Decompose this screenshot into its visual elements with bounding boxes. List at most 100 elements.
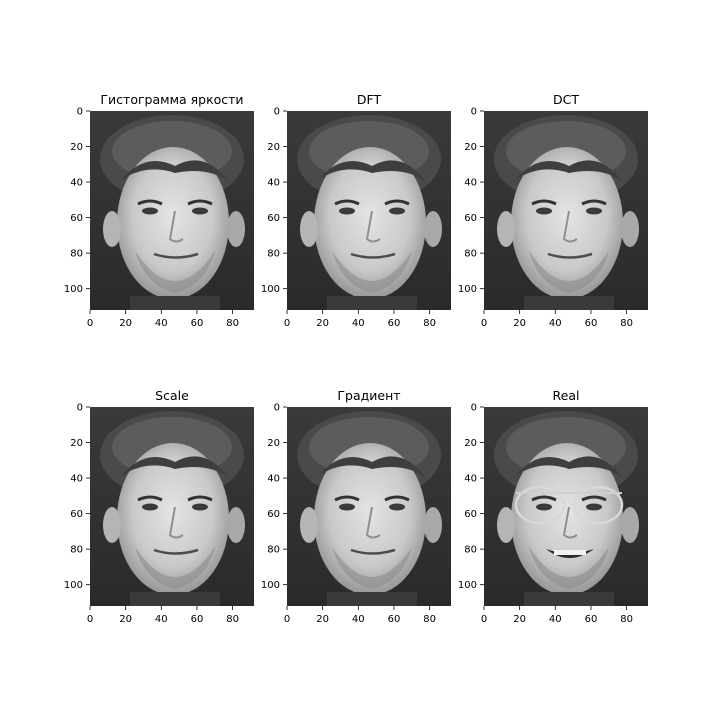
y-tick: 100 — [261, 580, 287, 591]
x-tick-label: 20 — [316, 614, 329, 625]
y-tick: 40 — [70, 474, 90, 485]
x-tick: 80 — [226, 310, 239, 329]
y-tick-label: 100 — [458, 284, 477, 295]
y-tick-label: 0 — [77, 403, 83, 414]
y-tick-label: 40 — [464, 474, 477, 485]
y-tick-label: 40 — [267, 178, 280, 189]
x-tick: 40 — [549, 606, 562, 625]
y-tick: 100 — [261, 284, 287, 295]
y-tick: 40 — [464, 178, 484, 189]
x-tick-label: 40 — [352, 318, 365, 329]
x-tick: 0 — [284, 310, 290, 329]
y-tick: 0 — [274, 107, 287, 118]
x-tick: 0 — [284, 606, 290, 625]
x-tick-label: 20 — [119, 614, 132, 625]
y-tick: 20 — [70, 438, 90, 449]
face-image — [90, 111, 254, 310]
y-tick: 40 — [70, 178, 90, 189]
y-tick-label: 40 — [464, 178, 477, 189]
y-tick-label: 60 — [464, 509, 477, 520]
y-tick: 80 — [464, 249, 484, 260]
y-tick-label: 60 — [70, 213, 83, 224]
panel-dft: DFT 0 20 40 60 80 0 20 40 60 80 100 — [261, 92, 451, 329]
y-tick-label: 20 — [267, 438, 280, 449]
y-tick-label: 20 — [267, 142, 280, 153]
y-tick-label: 100 — [458, 580, 477, 591]
y-tick: 40 — [267, 474, 287, 485]
y-tick-label: 0 — [77, 107, 83, 118]
x-tick-label: 40 — [352, 614, 365, 625]
y-tick-label: 100 — [64, 580, 83, 591]
y-tick: 20 — [267, 142, 287, 153]
x-tick: 20 — [316, 606, 329, 625]
x-tick: 40 — [155, 606, 168, 625]
y-tick: 60 — [70, 509, 90, 520]
y-tick: 60 — [267, 509, 287, 520]
x-tick: 80 — [423, 310, 436, 329]
x-tick-label: 20 — [119, 318, 132, 329]
x-tick: 20 — [513, 310, 526, 329]
y-tick-label: 40 — [70, 178, 83, 189]
x-tick-label: 80 — [423, 318, 436, 329]
y-tick-label: 0 — [471, 107, 477, 118]
x-tick: 60 — [585, 606, 597, 625]
x-tick: 0 — [87, 310, 93, 329]
x-tick: 0 — [481, 310, 487, 329]
x-tick-label: 0 — [284, 614, 290, 625]
y-tick: 20 — [464, 438, 484, 449]
x-tick: 60 — [388, 606, 401, 625]
y-tick-label: 0 — [471, 403, 477, 414]
x-tick: 20 — [119, 310, 132, 329]
x-tick-label: 80 — [226, 318, 239, 329]
y-tick: 40 — [464, 474, 484, 485]
y-tick-label: 40 — [267, 474, 280, 485]
x-tick: 20 — [316, 310, 329, 329]
panel-real: Real 0 20 40 60 80 0 20 40 60 80 100 — [458, 388, 648, 625]
x-tick-label: 20 — [513, 614, 526, 625]
x-tick-label: 60 — [191, 614, 204, 625]
y-tick: 60 — [70, 213, 90, 224]
y-tick-label: 0 — [274, 403, 280, 414]
x-tick-label: 60 — [191, 318, 204, 329]
x-tick: 80 — [423, 606, 436, 625]
panel-title: Градиент — [337, 388, 400, 403]
x-tick: 60 — [191, 606, 204, 625]
x-tick: 40 — [549, 310, 562, 329]
y-tick: 0 — [471, 403, 484, 414]
x-tick-label: 40 — [549, 318, 562, 329]
face-image — [484, 111, 648, 310]
y-tick-label: 100 — [261, 284, 280, 295]
panel-title: Гистограмма яркости — [100, 92, 243, 107]
x-tick-label: 80 — [423, 614, 436, 625]
panel-title: DCT — [553, 92, 579, 107]
x-tick: 80 — [226, 606, 239, 625]
face-image — [287, 407, 451, 606]
y-tick: 0 — [471, 107, 484, 118]
y-tick: 100 — [64, 580, 90, 591]
y-tick-label: 80 — [267, 249, 280, 260]
y-tick: 100 — [458, 284, 484, 295]
y-tick-label: 60 — [267, 213, 280, 224]
y-tick-label: 60 — [464, 213, 477, 224]
y-tick: 20 — [70, 142, 90, 153]
x-tick-label: 20 — [513, 318, 526, 329]
x-tick: 0 — [481, 606, 487, 625]
panel-title: Scale — [155, 388, 189, 403]
x-tick-label: 60 — [388, 614, 401, 625]
x-tick-label: 80 — [620, 614, 633, 625]
y-tick-label: 20 — [464, 438, 477, 449]
y-tick-label: 80 — [70, 545, 83, 556]
y-tick: 40 — [267, 178, 287, 189]
y-tick: 0 — [77, 107, 90, 118]
x-tick-label: 40 — [155, 318, 168, 329]
panel-title: DFT — [357, 92, 382, 107]
y-tick-label: 100 — [64, 284, 83, 295]
x-tick: 40 — [352, 310, 365, 329]
x-tick: 0 — [87, 606, 93, 625]
y-tick: 0 — [77, 403, 90, 414]
y-tick-label: 100 — [261, 580, 280, 591]
x-tick: 20 — [119, 606, 132, 625]
y-tick: 20 — [464, 142, 484, 153]
x-tick: 40 — [155, 310, 168, 329]
